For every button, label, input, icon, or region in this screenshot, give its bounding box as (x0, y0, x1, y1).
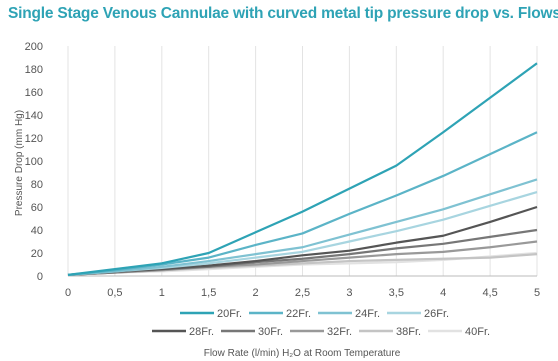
x-tick-label: 2,5 (295, 287, 310, 299)
x-tick-label: 1,5 (201, 287, 216, 299)
series-line-24fr (67, 178, 538, 276)
y-tick-label: 200 (25, 41, 43, 53)
legend-label: 32Fr. (327, 326, 352, 338)
y-tick-label: 80 (31, 179, 43, 191)
y-tick-label: 0 (37, 271, 43, 283)
legend-label: 26Fr. (424, 308, 449, 320)
x-tick-label: 0 (65, 287, 71, 299)
x-tick-label: 2 (253, 287, 259, 299)
grid-lines (67, 46, 538, 276)
series-lines (67, 62, 538, 276)
legend-label: 40Fr. (465, 326, 490, 338)
y-tick-label: 140 (25, 110, 43, 122)
y-axis-label: Pressure Drop (mm Hg) (14, 110, 25, 216)
chart-title: Single Stage Venous Cannulae with curved… (8, 5, 558, 22)
x-tick-label: 3,5 (389, 287, 404, 299)
x-tick-label: 5 (534, 287, 540, 299)
legend-label: 22Fr. (286, 308, 311, 320)
x-tick-labels: 0 0,5 1 1,5 2 2,5 3 3,5 4 4,5 5 (65, 287, 540, 299)
x-tick-label: 0,5 (107, 287, 122, 299)
series-line-20fr (67, 62, 538, 276)
legend-label: 20Fr. (217, 308, 242, 320)
x-tick-label: 1 (159, 287, 165, 299)
legend-label: 38Fr. (396, 326, 421, 338)
y-tick-label: 120 (25, 133, 43, 145)
legend: 20Fr. 22Fr. 24Fr. 26Fr. 28Fr. 30Fr. 32Fr. 38Fr.… (152, 308, 490, 338)
legend-label: 24Fr. (355, 308, 380, 320)
series-line-22fr (67, 131, 538, 276)
y-tick-label: 20 (31, 248, 43, 260)
x-tick-label: 4 (440, 287, 446, 299)
y-tick-label: 60 (31, 202, 43, 214)
legend-label: 30Fr. (258, 326, 283, 338)
y-tick-label: 100 (25, 156, 43, 168)
y-tick-label: 160 (25, 87, 43, 99)
legend-label: 28Fr. (189, 326, 214, 338)
x-tick-label: 3 (346, 287, 352, 299)
x-tick-label: 4,5 (482, 287, 497, 299)
y-tick-labels: 0 20 40 60 80 100 120 140 160 180 200 (25, 41, 43, 283)
x-axis-label: Flow Rate (l/min) H₂O at Room Temperatur… (204, 348, 401, 359)
y-tick-label: 40 (31, 225, 43, 237)
y-tick-label: 180 (25, 64, 43, 76)
